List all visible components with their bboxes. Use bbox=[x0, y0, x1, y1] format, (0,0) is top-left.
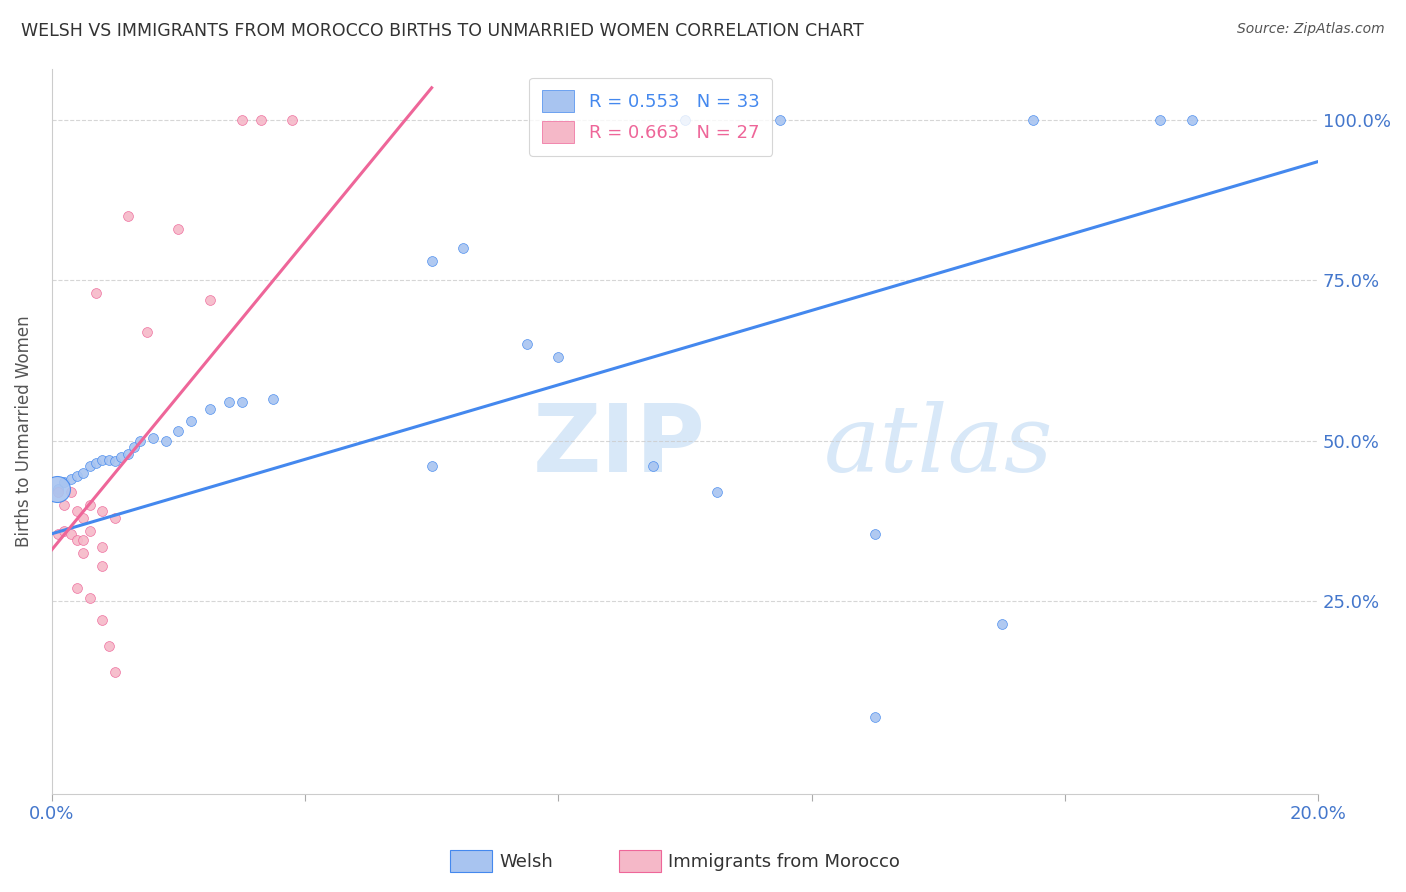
Point bbox=[643, 459, 665, 474]
Point bbox=[72, 466, 94, 480]
Point bbox=[198, 293, 221, 307]
Point bbox=[516, 337, 538, 351]
Point bbox=[84, 456, 107, 470]
Text: ZIP: ZIP bbox=[533, 400, 706, 491]
Point bbox=[453, 241, 475, 255]
Point bbox=[281, 112, 304, 127]
Point bbox=[46, 526, 69, 541]
Point bbox=[91, 558, 114, 573]
Point bbox=[66, 469, 89, 483]
Point bbox=[420, 459, 443, 474]
Point bbox=[117, 446, 139, 460]
Point bbox=[420, 254, 443, 268]
Point bbox=[547, 351, 569, 365]
Point bbox=[863, 709, 886, 723]
Point bbox=[59, 526, 82, 541]
Point bbox=[135, 325, 157, 339]
Point bbox=[142, 430, 165, 444]
Point bbox=[231, 112, 253, 127]
Point bbox=[53, 524, 76, 538]
Point bbox=[249, 112, 271, 127]
Text: Immigrants from Morocco: Immigrants from Morocco bbox=[668, 853, 900, 871]
Point bbox=[104, 454, 127, 468]
Point bbox=[79, 498, 101, 512]
Point bbox=[45, 482, 67, 496]
Point bbox=[673, 112, 696, 127]
Point bbox=[66, 582, 89, 596]
Point bbox=[46, 485, 69, 500]
Point bbox=[91, 540, 114, 554]
Point bbox=[104, 665, 127, 679]
Point bbox=[180, 415, 202, 429]
Point bbox=[231, 395, 253, 409]
Point bbox=[110, 450, 132, 464]
Point bbox=[1149, 112, 1171, 127]
Point bbox=[91, 453, 114, 467]
Point bbox=[59, 485, 82, 500]
Point bbox=[1022, 112, 1045, 127]
Point bbox=[46, 482, 69, 496]
Point bbox=[262, 392, 284, 406]
Point bbox=[706, 485, 728, 500]
Point bbox=[79, 591, 101, 605]
Point bbox=[1180, 112, 1202, 127]
Point bbox=[53, 475, 76, 490]
Point bbox=[167, 424, 190, 438]
Legend: R = 0.553   N = 33, R = 0.663   N = 27: R = 0.553 N = 33, R = 0.663 N = 27 bbox=[529, 78, 772, 156]
Point bbox=[155, 434, 177, 448]
Point bbox=[66, 504, 89, 518]
Point bbox=[167, 222, 190, 236]
Text: atlas: atlas bbox=[824, 401, 1053, 491]
Point bbox=[91, 614, 114, 628]
Text: Welsh: Welsh bbox=[499, 853, 553, 871]
Point bbox=[990, 616, 1012, 631]
Point bbox=[91, 504, 114, 518]
Point bbox=[79, 524, 101, 538]
Point bbox=[863, 526, 886, 541]
Point bbox=[218, 395, 240, 409]
Point bbox=[72, 533, 94, 548]
Point bbox=[79, 459, 101, 474]
Point bbox=[117, 209, 139, 223]
Point bbox=[59, 472, 82, 486]
Text: WELSH VS IMMIGRANTS FROM MOROCCO BIRTHS TO UNMARRIED WOMEN CORRELATION CHART: WELSH VS IMMIGRANTS FROM MOROCCO BIRTHS … bbox=[21, 22, 863, 40]
Point bbox=[66, 533, 89, 548]
Point bbox=[122, 440, 145, 454]
Point bbox=[769, 112, 792, 127]
Point bbox=[97, 453, 120, 467]
Point bbox=[97, 639, 120, 653]
Point bbox=[72, 510, 94, 524]
Y-axis label: Births to Unmarried Women: Births to Unmarried Women bbox=[15, 315, 32, 547]
Point bbox=[72, 546, 94, 560]
Point bbox=[198, 401, 221, 416]
Text: Source: ZipAtlas.com: Source: ZipAtlas.com bbox=[1237, 22, 1385, 37]
Point bbox=[84, 286, 107, 301]
Point bbox=[129, 434, 152, 448]
Point bbox=[53, 498, 76, 512]
Point bbox=[104, 510, 127, 524]
